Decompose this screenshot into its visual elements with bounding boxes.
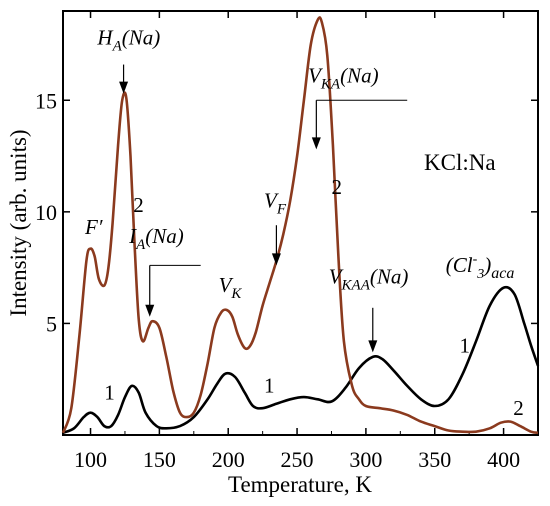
y-tick-label: 5 xyxy=(46,311,57,336)
x-tick-label: 350 xyxy=(418,447,451,472)
series-line-2 xyxy=(61,16,539,435)
peak-label: VF xyxy=(264,188,287,217)
x-tick-label: 150 xyxy=(143,447,176,472)
arrow-head xyxy=(311,137,321,150)
y-tick-label: 15 xyxy=(35,88,57,113)
curve-label: 1 xyxy=(460,333,471,357)
arrow-head xyxy=(119,81,129,94)
arrow-head xyxy=(368,340,378,353)
curve-label: 1 xyxy=(104,380,115,404)
curves xyxy=(61,16,540,435)
x-tick-label: 250 xyxy=(281,447,314,472)
curve-label: 1 xyxy=(264,374,275,398)
x-tick-label: 300 xyxy=(349,447,382,472)
peak-label: VKAA(Na) xyxy=(329,264,409,293)
curve-label: 2 xyxy=(513,396,524,420)
x-tick-label: 200 xyxy=(212,447,245,472)
peak-label: VK xyxy=(219,273,243,302)
annotations: F′ HA(Na) IA(Na) VK VF VKA(Na) VKAA(Na) (Cl-3)a… xyxy=(84,25,524,419)
y-tick-label: 10 xyxy=(35,200,57,225)
sample-label: KCl:Na xyxy=(424,150,496,175)
arrow-head xyxy=(145,304,155,317)
plot-frame xyxy=(62,10,539,436)
curve-label: 2 xyxy=(331,175,342,199)
peak-label: (Cl-3)aca xyxy=(446,252,515,282)
axis-ticks: 100 150 200 250 300 350 400 5 10 15 xyxy=(35,11,539,472)
y-axis-label: Intensity (arb. units) xyxy=(6,129,31,316)
peak-label: HA(Na) xyxy=(96,25,160,54)
x-axis-label: Temperature, K xyxy=(228,472,372,497)
x-tick-label: 400 xyxy=(487,447,520,472)
peak-label: F′ xyxy=(84,215,103,239)
curve-label: 2 xyxy=(133,193,144,217)
series-line-1 xyxy=(62,285,540,435)
peak-label: VKA(Na) xyxy=(308,63,379,92)
x-tick-label: 100 xyxy=(74,447,107,472)
arrow-head xyxy=(271,253,281,266)
peak-label: IA(Na) xyxy=(128,224,184,253)
